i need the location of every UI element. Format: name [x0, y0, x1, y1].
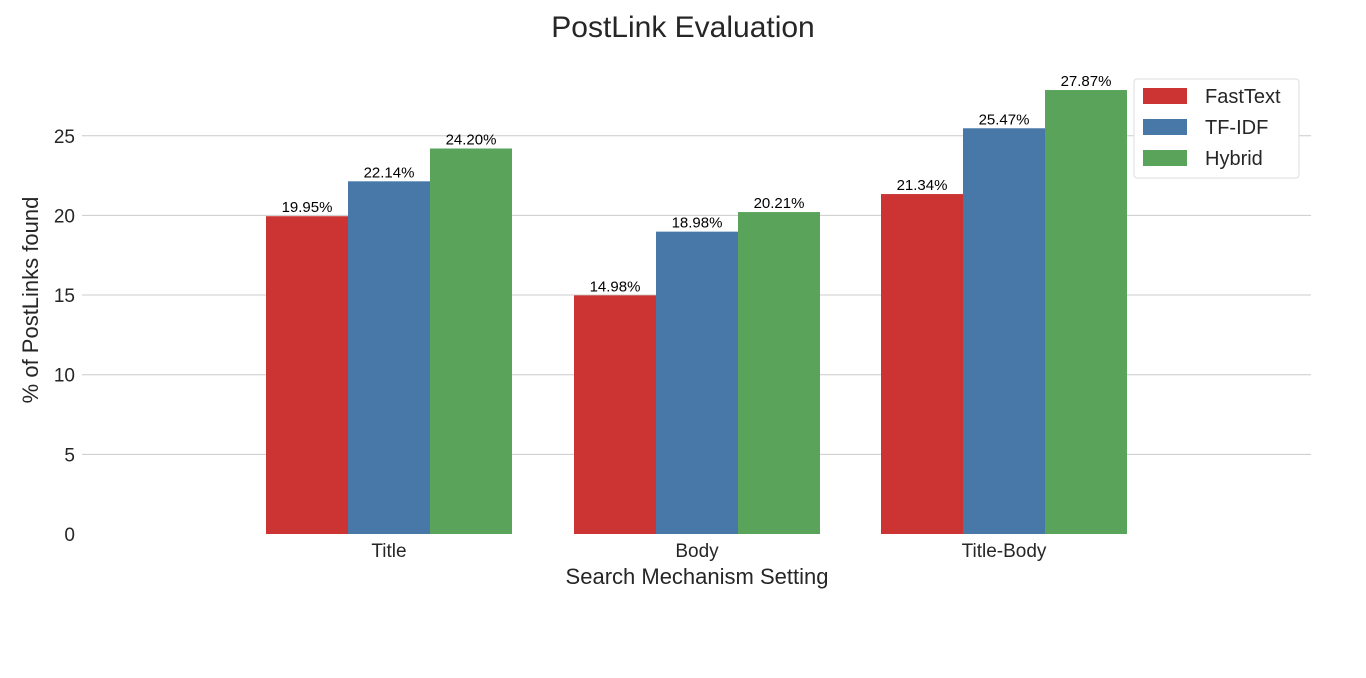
y-axis-ticks: 0 5 10 15 20 25	[54, 127, 75, 546]
y-tick-label: 25	[54, 127, 75, 148]
x-tick-label: Title-Body	[962, 541, 1047, 562]
y-axis-label: % of PostLinks found	[18, 197, 43, 404]
x-axis-label: Search Mechanism Setting	[566, 564, 829, 589]
bar	[963, 128, 1045, 535]
legend-swatch	[1143, 88, 1187, 104]
bar	[656, 231, 738, 534]
y-tick-label: 0	[64, 525, 75, 546]
y-tick-label: 15	[54, 286, 75, 307]
data-label: 25.47%	[979, 111, 1030, 128]
bar	[738, 212, 820, 535]
chart-title: PostLink Evaluation	[551, 11, 815, 44]
legend-label: TF-IDF	[1205, 117, 1268, 139]
bar	[430, 148, 512, 534]
bar	[266, 216, 348, 534]
legend-swatch	[1143, 150, 1187, 166]
legend: FastText TF-IDF Hybrid	[1133, 78, 1300, 179]
x-tick-label: Title	[371, 541, 406, 562]
data-label: 24.20%	[446, 131, 497, 148]
bar	[348, 181, 430, 534]
data-label: 20.21%	[754, 195, 805, 212]
data-label: 21.34%	[897, 177, 948, 194]
legend-label: Hybrid	[1205, 148, 1263, 170]
y-tick-label: 10	[54, 366, 75, 387]
data-label: 27.87%	[1061, 73, 1112, 90]
legend-swatch	[1143, 119, 1187, 135]
bar	[881, 194, 963, 534]
bar	[1045, 90, 1127, 535]
legend-label: FastText	[1205, 86, 1281, 108]
data-labels: 19.95% 22.14% 24.20% 14.98% 18.98% 20.21% 21.3…	[282, 73, 1112, 295]
data-label: 14.98%	[590, 278, 641, 295]
x-axis-ticks: Title Body Title-Body	[371, 541, 1047, 562]
bars	[266, 90, 1127, 535]
data-label: 19.95%	[282, 199, 333, 216]
x-tick-label: Body	[675, 541, 719, 562]
data-label: 18.98%	[672, 215, 723, 232]
data-label: 22.14%	[364, 164, 415, 181]
y-tick-label: 20	[54, 206, 75, 227]
bar	[574, 295, 656, 534]
y-tick-label: 5	[64, 445, 75, 466]
